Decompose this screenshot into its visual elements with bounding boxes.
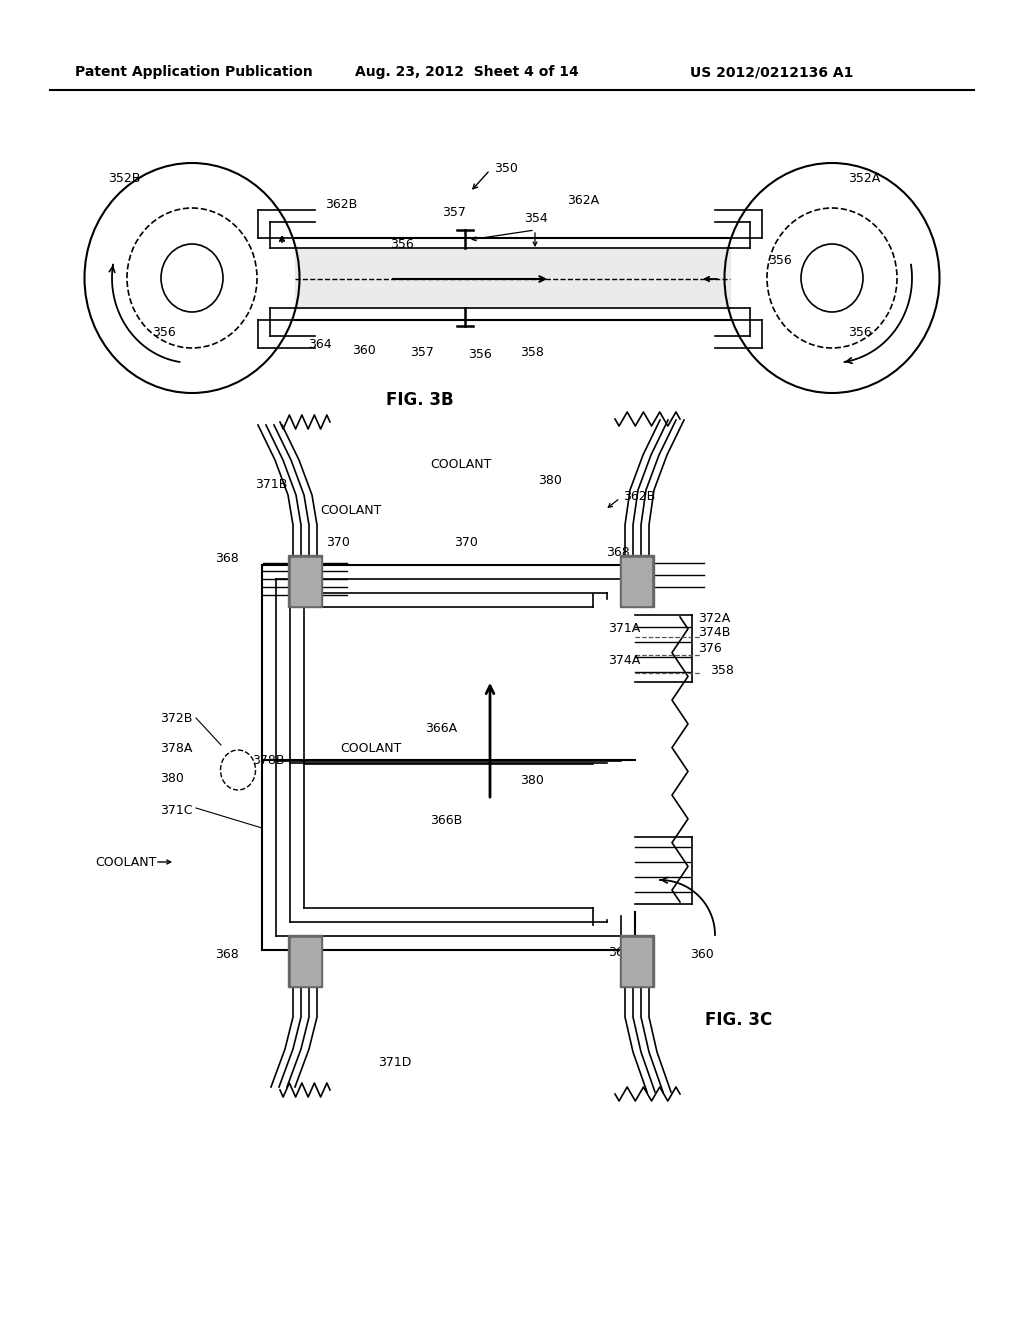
Text: 356: 356 xyxy=(468,348,492,362)
Bar xyxy=(291,939,319,985)
Text: 371D: 371D xyxy=(378,1056,412,1068)
Text: 357: 357 xyxy=(442,206,466,219)
Text: 356: 356 xyxy=(848,326,871,339)
Text: FIG. 3B: FIG. 3B xyxy=(386,391,454,409)
Text: 360: 360 xyxy=(352,343,376,356)
Text: 358: 358 xyxy=(710,664,734,676)
Bar xyxy=(288,935,322,987)
Text: 376: 376 xyxy=(698,642,722,655)
Text: COOLANT: COOLANT xyxy=(430,458,492,471)
Text: 360: 360 xyxy=(690,949,714,961)
Text: 371A: 371A xyxy=(608,622,640,635)
Bar xyxy=(288,554,322,607)
Text: 352B: 352B xyxy=(108,172,140,185)
Text: 374A: 374A xyxy=(608,653,640,667)
Bar xyxy=(622,558,651,605)
Text: 380: 380 xyxy=(520,774,544,787)
Text: 358: 358 xyxy=(520,346,544,359)
Text: US 2012/0212136 A1: US 2012/0212136 A1 xyxy=(690,65,853,79)
Text: 378B: 378B xyxy=(252,754,285,767)
Bar xyxy=(620,554,654,607)
Bar xyxy=(295,238,730,319)
Text: 354: 354 xyxy=(524,211,548,224)
Text: 371C: 371C xyxy=(160,804,193,817)
Text: 362B: 362B xyxy=(623,490,655,503)
Text: 356: 356 xyxy=(768,253,792,267)
Text: 368: 368 xyxy=(215,949,239,961)
Text: Patent Application Publication: Patent Application Publication xyxy=(75,65,312,79)
Text: 350: 350 xyxy=(494,161,518,174)
Text: 372B: 372B xyxy=(160,711,193,725)
Text: 364: 364 xyxy=(308,338,332,351)
Text: 380: 380 xyxy=(160,771,184,784)
Text: 357: 357 xyxy=(410,346,434,359)
Text: 370: 370 xyxy=(326,536,350,549)
Text: 368: 368 xyxy=(215,552,239,565)
Text: 368: 368 xyxy=(606,546,630,560)
Text: FIG. 3C: FIG. 3C xyxy=(705,1011,772,1030)
Text: 362A: 362A xyxy=(567,194,599,206)
Text: 371B: 371B xyxy=(255,479,288,491)
Text: 374B: 374B xyxy=(698,627,730,639)
Text: 380: 380 xyxy=(538,474,562,487)
Text: 370: 370 xyxy=(454,536,478,549)
Text: 352A: 352A xyxy=(848,172,881,185)
Bar xyxy=(622,939,651,985)
Text: Aug. 23, 2012  Sheet 4 of 14: Aug. 23, 2012 Sheet 4 of 14 xyxy=(355,65,579,79)
Text: 362B: 362B xyxy=(325,198,357,211)
Bar xyxy=(295,248,730,308)
Text: 372A: 372A xyxy=(698,611,730,624)
Text: 366B: 366B xyxy=(430,813,462,826)
Text: 356: 356 xyxy=(390,238,414,251)
Text: 378A: 378A xyxy=(160,742,193,755)
Text: COOLANT: COOLANT xyxy=(95,855,157,869)
Text: 368: 368 xyxy=(608,945,632,958)
Text: 356: 356 xyxy=(152,326,176,339)
Text: COOLANT: COOLANT xyxy=(340,742,401,755)
Bar xyxy=(620,935,654,987)
Bar xyxy=(291,558,319,605)
Text: COOLANT: COOLANT xyxy=(319,503,381,516)
Text: 366A: 366A xyxy=(425,722,457,734)
